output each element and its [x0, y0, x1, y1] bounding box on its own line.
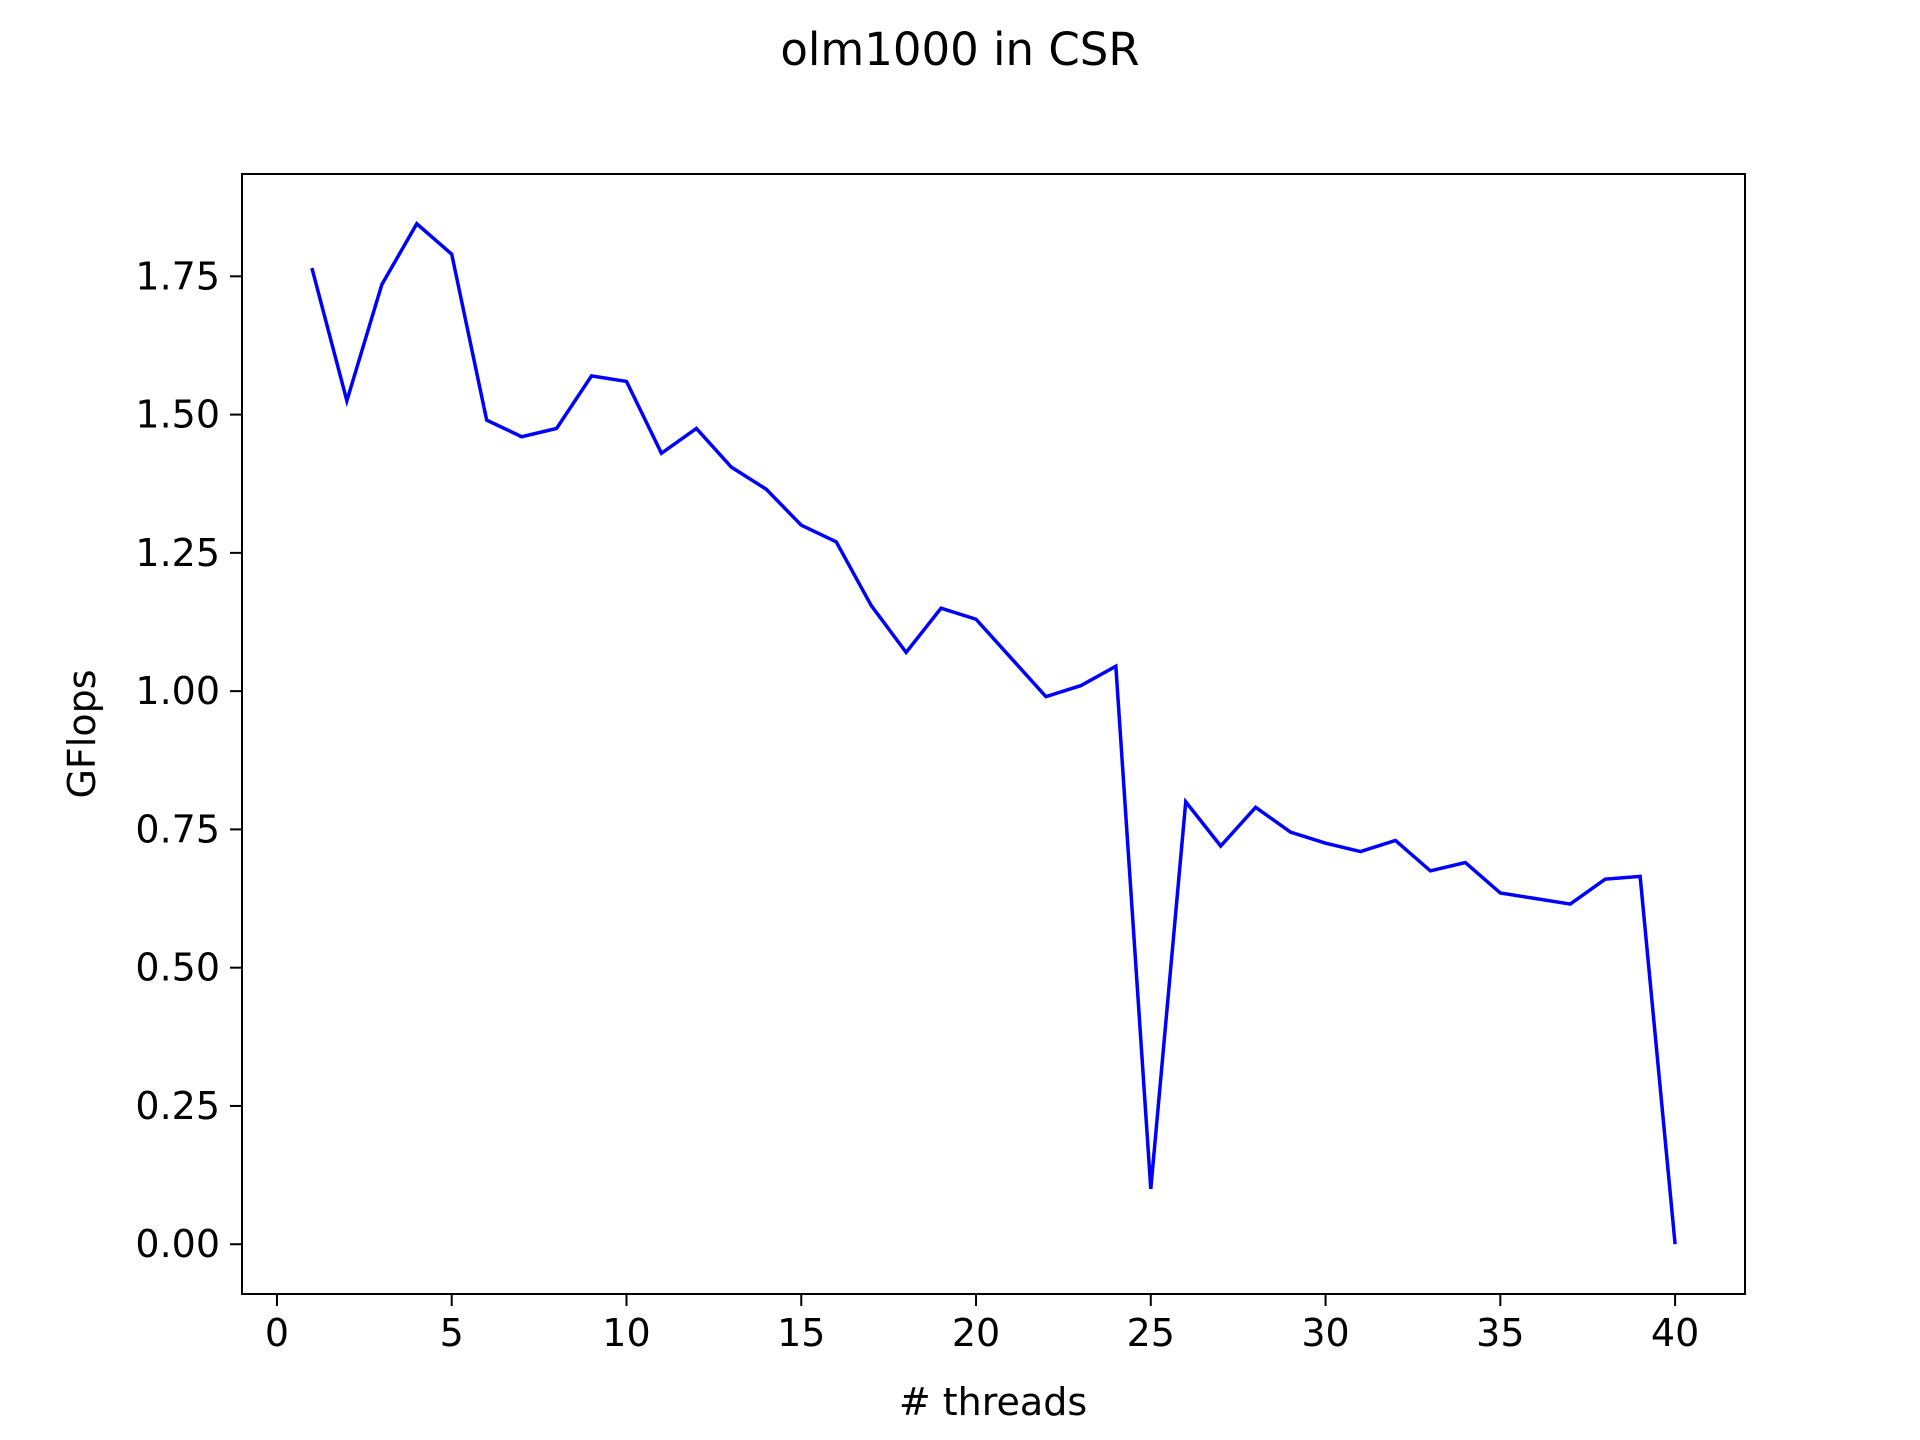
y-tick-label: 1.25 — [135, 531, 220, 575]
x-tick-label: 20 — [952, 1311, 1000, 1355]
x-tick-label: 25 — [1127, 1311, 1175, 1355]
x-tick-label: 40 — [1651, 1311, 1699, 1355]
y-tick-label: 0.00 — [135, 1222, 220, 1266]
x-tick-label: 15 — [777, 1311, 825, 1355]
y-axis-label: GFlops — [60, 669, 104, 798]
y-tick-label: 1.00 — [135, 669, 220, 713]
y-tick-label: 0.25 — [135, 1084, 220, 1128]
x-tick-label: 10 — [602, 1311, 650, 1355]
x-tick-label: 35 — [1476, 1311, 1524, 1355]
y-tick-label: 0.50 — [135, 946, 220, 990]
x-axis-label: # threads — [899, 1380, 1087, 1424]
x-tick-label: 5 — [440, 1311, 464, 1355]
series-line — [310, 221, 1677, 1245]
y-axis: 0.00 0.25 0.50 0.75 1.00 1.25 1.50 1.75 — [135, 254, 242, 1266]
plot-frame — [241, 173, 1746, 1295]
y-tick-label: 1.50 — [135, 393, 220, 437]
x-axis: 0 5 10 15 20 25 30 35 40 — [265, 1294, 1699, 1355]
x-tick-label: 0 — [265, 1311, 289, 1355]
x-tick-label: 30 — [1301, 1311, 1349, 1355]
y-tick-label: 0.75 — [135, 807, 220, 851]
chart-title: olm1000 in CSR — [780, 23, 1139, 76]
y-tick-label: 1.75 — [135, 254, 220, 298]
